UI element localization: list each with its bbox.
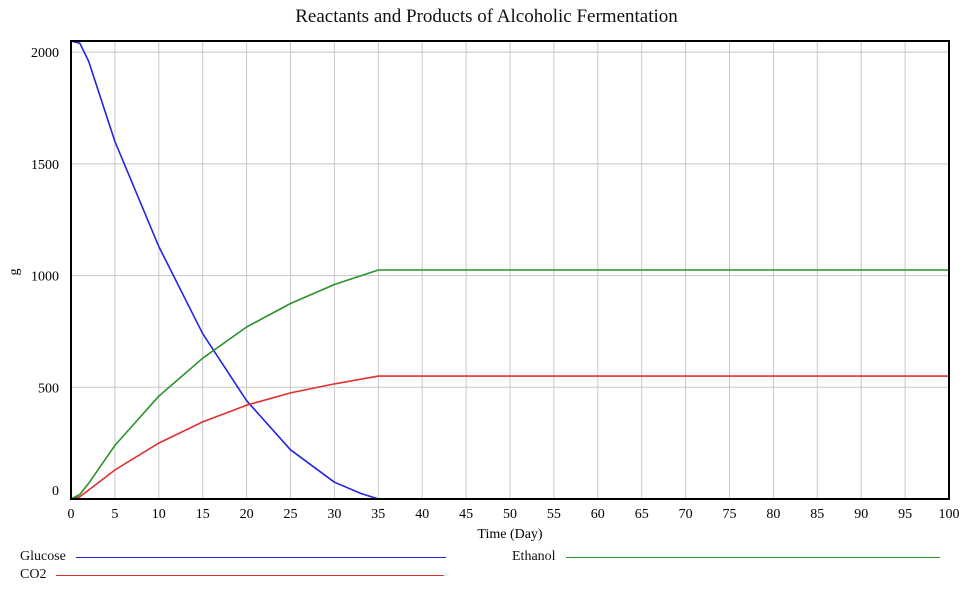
x-tick-label: 65 [635, 507, 649, 522]
series-line-co2 [70, 375, 949, 500]
x-tick-label: 70 [679, 507, 693, 522]
legend-swatch-co2 [56, 574, 445, 576]
x-tick-label: 80 [766, 507, 780, 522]
x-axis-label: Time (Day) [477, 527, 543, 542]
x-tick-label: 95 [898, 507, 912, 522]
legend-label-ethanol: Ethanol [512, 549, 556, 564]
x-tick-label: 15 [196, 507, 210, 522]
x-tick-label: 75 [723, 507, 737, 522]
x-tick-label: 90 [854, 507, 868, 522]
legend-swatch-ethanol [565, 556, 940, 558]
series-line-ethanol [70, 269, 949, 500]
series-line-glucose [70, 40, 379, 500]
x-tick-label: 45 [459, 507, 473, 522]
chart-title: Reactants and Products of Alcoholic Ferm… [295, 6, 678, 27]
x-tick-label: 25 [284, 507, 298, 522]
x-tick-label: 5 [111, 507, 118, 522]
x-tick-label: 20 [240, 507, 254, 522]
y-tick-label: 2000 [31, 46, 59, 61]
x-tick-label: 85 [810, 507, 824, 522]
legend-label-glucose: Glucose [20, 549, 66, 564]
y-tick-label: 500 [38, 381, 59, 396]
x-tick-label: 100 [939, 507, 960, 522]
legend-item-co2: CO2 [20, 567, 445, 583]
legend-label-co2: CO2 [20, 567, 47, 582]
x-tick-label: 60 [591, 507, 605, 522]
x-tick-label: 40 [415, 507, 429, 522]
legend-item-glucose: Glucose [20, 549, 446, 565]
x-tick-label: 35 [371, 507, 385, 522]
x-tick-label: 10 [152, 507, 166, 522]
x-tick-label: 0 [68, 507, 75, 522]
x-tick-label: 50 [503, 507, 517, 522]
y-tick-label: 0 [52, 484, 59, 499]
x-tick-label: 30 [327, 507, 341, 522]
x-tick-label: 55 [547, 507, 561, 522]
plot-frame [70, 40, 950, 500]
legend-item-ethanol: Ethanol [512, 549, 940, 565]
y-axis-label: g [7, 269, 22, 276]
y-tick-label: 1000 [31, 270, 59, 285]
legend-swatch-glucose [75, 556, 446, 558]
y-tick-label: 1500 [31, 158, 59, 173]
